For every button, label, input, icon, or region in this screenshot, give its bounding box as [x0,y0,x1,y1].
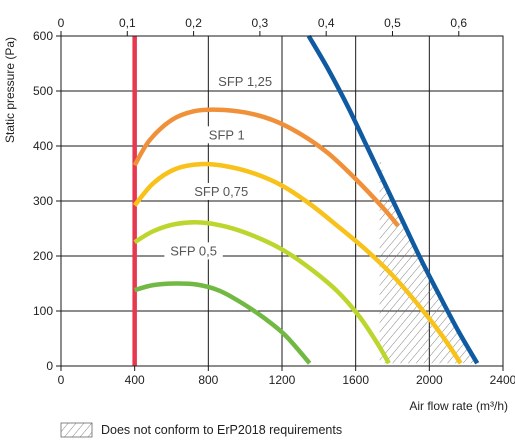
x-tick-label: 2400 [490,373,515,387]
top-tick-label: 0,3 [252,16,269,30]
top-tick-label: 0,1 [119,16,136,30]
sfp-label: SFP 1,25 [218,74,272,89]
series-lines [132,34,480,366]
sfp-label-bg [204,126,249,144]
sfp-label: SFP 0,75 [194,184,248,199]
y-tick-label: 400 [33,139,53,153]
sfp-label: SFP 0,5 [170,243,217,258]
series-line-4 [133,220,391,365]
y-tick-label: 200 [33,249,53,263]
y-axis-label: Static pressure (Pa) [3,37,17,143]
y-tick-label: 100 [33,304,53,318]
top-tick-label: 0,6 [450,16,467,30]
series-line-3 [132,161,463,365]
sfp-label-bg [212,72,278,90]
x-tick-label: 0 [58,373,65,387]
legend-label: Does not conform to ErP2018 requirements [101,423,342,437]
hatched-area [379,154,480,364]
y-tick-label: 300 [33,194,53,208]
y-tick-label: 500 [33,84,53,98]
legend-swatch [60,422,93,438]
y-tick-label: 600 [33,29,53,43]
sfp-labels: SFP 1,25 SFP 1 SFP 0,75 SFP 0,5 [164,72,278,260]
x-tick-label: 1200 [269,373,296,387]
x-tick-label: 400 [125,373,145,387]
top-tick-label: 0,2 [185,16,202,30]
x-tick-label: 2000 [416,373,443,387]
top-tick-label: 0,5 [384,16,401,30]
tick-labels: 0 400 800 1200 1600 2000 2400 0 100 200 300 400 500 6… [33,16,515,387]
sfp-label: SFP 1 [209,127,245,142]
series-line-6 [306,34,480,365]
sfp-label-bg [188,182,255,200]
x-tick-label: 800 [198,373,218,387]
top-tick-label: 0 [58,16,65,30]
top-tick-label: 0,4 [318,16,335,30]
series-line-5 [134,281,312,365]
non-conforming-region [379,154,480,364]
y-tick-label: 0 [46,359,53,373]
x-axis-label: Air flow rate (m³/h) [409,399,508,413]
series-line-2 [132,107,400,228]
sfp-label-bg [164,242,223,260]
x-tick-label: 1600 [342,373,369,387]
